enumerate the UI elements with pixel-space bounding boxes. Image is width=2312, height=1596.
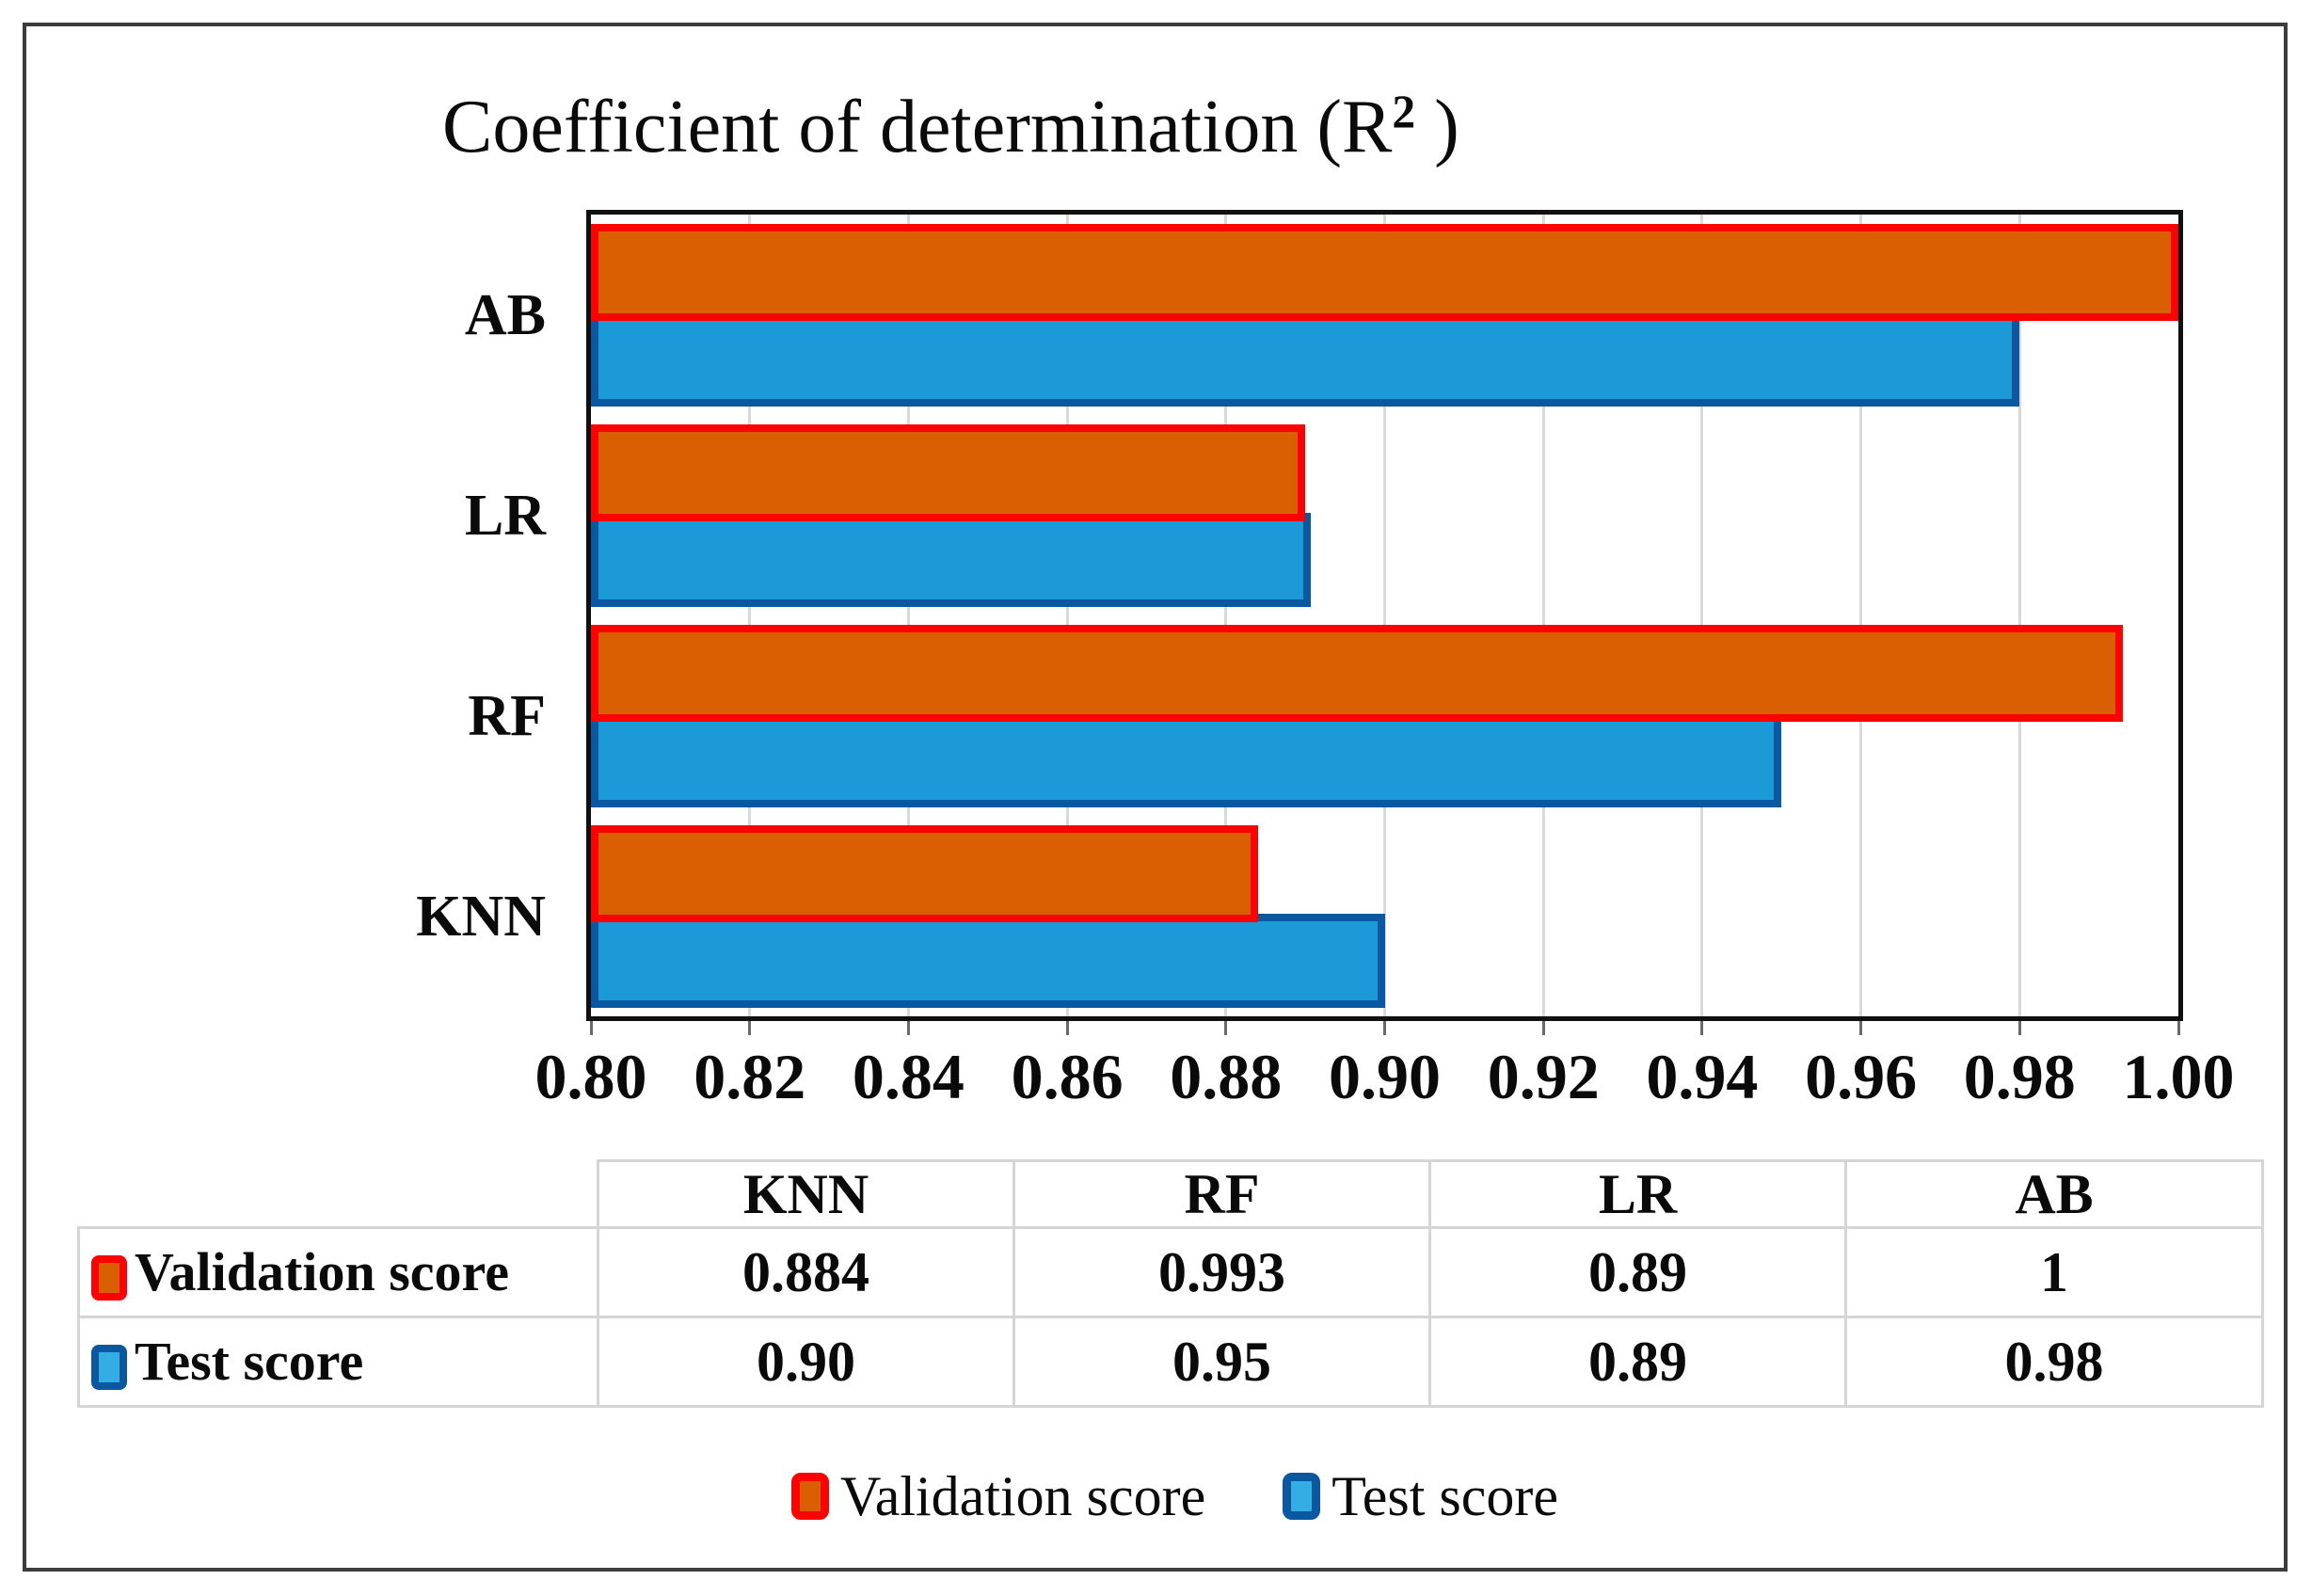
table-value-KNN-test-score: 0.90: [597, 1316, 1015, 1408]
x-tick-label-0.80: 0.80: [534, 1041, 647, 1112]
gridline-0.86: [1065, 215, 1069, 1016]
bar-test-RF: [591, 713, 1781, 807]
x-tick-label-0.86: 0.86: [1011, 1041, 1124, 1112]
x-tick-0.94: [1700, 1021, 1704, 1035]
legend-label: Test score: [1331, 1465, 1558, 1527]
series-swatch-icon: [91, 1344, 127, 1390]
table-row: Test score 0.90 0.95 0.89 0.98: [77, 1316, 2264, 1408]
table-corner-cell: [79, 1161, 598, 1228]
data-table: KNN RF LR AB Validation score 0.884 0.993 0.89 1…: [77, 1159, 2264, 1408]
gridline-0.88: [1224, 215, 1228, 1016]
bar-test-LR: [591, 513, 1311, 607]
table-row-label: Validation score: [135, 1241, 509, 1302]
bar-validation-AB: [591, 224, 2178, 321]
bar-test-KNN: [591, 914, 1385, 1008]
x-tick-0.90: [1383, 1021, 1386, 1035]
category-label-LR: LR: [464, 483, 546, 548]
x-tick-0.84: [906, 1021, 910, 1035]
gridline-0.90: [1383, 215, 1386, 1016]
legend-swatch-icon: [791, 1473, 830, 1520]
bar-validation-RF: [591, 625, 2123, 722]
x-tick-label-0.94: 0.94: [1646, 1041, 1759, 1112]
x-tick-label-0.88: 0.88: [1170, 1041, 1283, 1112]
bar-validation-KNN: [591, 825, 1258, 922]
chart-title-superscript: 2: [1392, 86, 1416, 138]
x-tick-0.96: [1859, 1021, 1863, 1035]
x-tick-1.00: [2176, 1021, 2180, 1035]
table-value-AB-validation-score: 1: [1844, 1226, 2264, 1318]
table-value-RF-validation-score: 0.993: [1012, 1226, 1431, 1318]
x-tick-label-0.82: 0.82: [694, 1041, 806, 1112]
x-tick-label-1.00: 1.00: [2122, 1041, 2235, 1112]
gridline-0.92: [1541, 215, 1545, 1016]
table-header-RF: RF: [1012, 1159, 1431, 1229]
table-row-label-cell: Validation score: [77, 1226, 599, 1318]
series-swatch-icon: [91, 1254, 127, 1301]
table-header-row: KNN RF LR AB: [79, 1159, 2264, 1229]
table-row-label: Test score: [135, 1331, 364, 1392]
table-row-label-cell: Test score: [77, 1316, 599, 1408]
x-tick-label-0.96: 0.96: [1805, 1041, 1918, 1112]
legend-item-test-score: Test score: [1283, 1462, 1558, 1530]
x-tick-0.92: [1541, 1021, 1545, 1035]
table-value-AB-test-score: 0.98: [1844, 1316, 2264, 1408]
gridline-0.98: [2017, 215, 2021, 1016]
table-header-LR: LR: [1428, 1159, 1847, 1229]
x-tick-0.80: [589, 1021, 593, 1035]
legend-label: Validation score: [840, 1465, 1206, 1527]
x-tick-label-0.98: 0.98: [1963, 1041, 2076, 1112]
category-label-AB: AB: [464, 282, 546, 347]
bar-test-AB: [591, 312, 2019, 407]
table-value-KNN-validation-score: 0.884: [597, 1226, 1015, 1318]
x-tick-0.82: [748, 1021, 752, 1035]
x-tick-label-0.92: 0.92: [1487, 1041, 1600, 1112]
x-tick-0.88: [1224, 1021, 1228, 1035]
chart-title-suffix: ): [1415, 86, 1459, 168]
gridline-0.94: [1700, 215, 1704, 1016]
gridline-0.82: [748, 215, 752, 1016]
table-row: Validation score 0.884 0.993 0.89 1: [77, 1226, 2264, 1318]
plot-area: [586, 210, 2183, 1021]
figure-frame: [23, 23, 2288, 1572]
chart-title-text: Coefficient of determination (R: [442, 86, 1393, 168]
table-header-AB: AB: [1844, 1159, 2264, 1229]
gridline-0.84: [906, 215, 910, 1016]
table-value-RF-test-score: 0.95: [1012, 1316, 1431, 1408]
table-value-LR-validation-score: 0.89: [1428, 1226, 1847, 1318]
table-header-KNN: KNN: [597, 1159, 1015, 1229]
x-tick-label-0.84: 0.84: [852, 1041, 965, 1112]
legend-swatch-icon: [1283, 1473, 1321, 1520]
chart-title: Coefficient of determination (R2 ): [442, 81, 1459, 183]
chart-legend: Validation score Test score: [0, 1462, 2312, 1530]
bar-validation-LR: [591, 424, 1305, 521]
gridline-0.96: [1859, 215, 1863, 1016]
x-tick-label-0.90: 0.90: [1329, 1041, 1441, 1112]
table-value-LR-test-score: 0.89: [1428, 1316, 1847, 1408]
x-tick-0.86: [1065, 1021, 1069, 1035]
legend-item-validation-score: Validation score: [791, 1462, 1205, 1530]
category-label-KNN: KNN: [416, 884, 546, 949]
x-tick-0.98: [2017, 1021, 2021, 1035]
category-label-RF: RF: [468, 683, 546, 748]
